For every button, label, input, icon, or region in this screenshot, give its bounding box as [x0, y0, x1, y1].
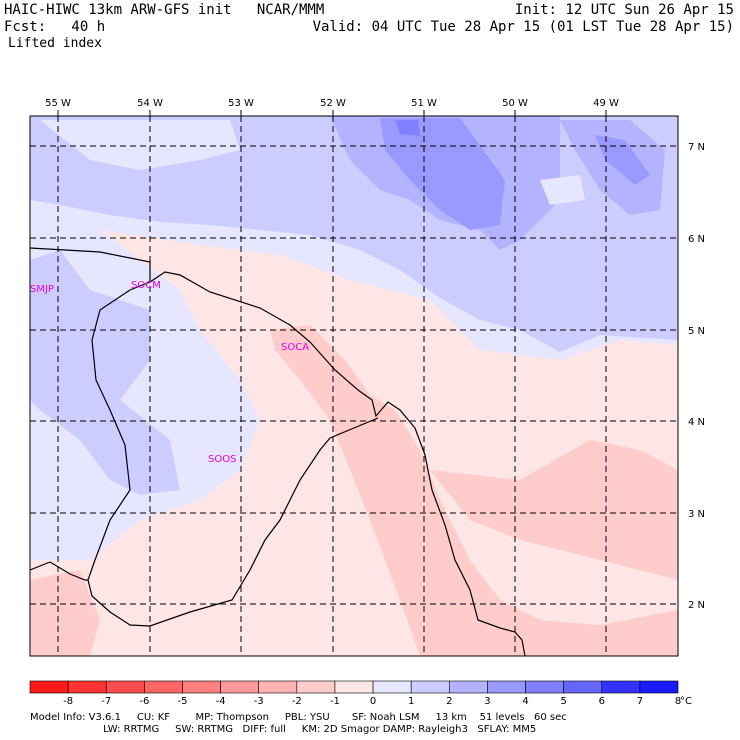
colorbar-tick-label: 0: [370, 696, 376, 707]
station-label-soos: SOOS: [208, 454, 236, 465]
colorbar-swatch: [258, 680, 298, 694]
field-region-level-minus-2: [430, 440, 678, 580]
colorbar: -8 -7 -6 -5 -4 -3 -2 -1 0 1 2 3 4 5 6 7 8°C: [29, 680, 692, 707]
colorbar-tick-label: -8: [63, 696, 73, 707]
model-info-line-2: LW: RRTMG SW: RRTMG DIFF: full KM: 2D Sm…: [30, 724, 537, 735]
colorbar-swatch: [563, 680, 603, 694]
colorbar-swatch: [448, 680, 488, 694]
lon-label: 49 W: [593, 98, 619, 109]
station-label-soca: SOCA: [281, 342, 309, 353]
colorbar-tick-label: -3: [254, 696, 264, 707]
colorbar-tick-label: 2: [446, 696, 452, 707]
lat-label: 5 N: [688, 326, 705, 337]
colorbar-tick-label: 1: [408, 696, 414, 707]
colorbar-tick-label: -1: [330, 696, 340, 707]
lon-label: 52 W: [320, 98, 346, 109]
coastline: [29, 247, 526, 657]
colorbar-swatch: [105, 680, 145, 694]
field-region-level-3: [560, 120, 665, 215]
colorbar-swatch: [372, 680, 412, 694]
lifted-index-field: [30, 116, 678, 656]
lat-label: 3 N: [688, 509, 705, 520]
colorbar-tick-label: 5: [560, 696, 566, 707]
colorbar-swatch: [67, 680, 107, 694]
lon-label: 54 W: [137, 98, 163, 109]
colorbar-swatch: [639, 680, 679, 694]
map-frame: [29, 115, 679, 657]
lat-label: 7 N: [688, 142, 705, 153]
station-label-socm: SOCM: [131, 280, 161, 291]
valid-time: Valid: 04 UTC Tue 28 Apr 15 (01 LST Tue …: [312, 19, 734, 35]
colorbar-tick-label: -7: [101, 696, 111, 707]
lon-label: 53 W: [228, 98, 254, 109]
colorbar-swatch: [410, 680, 450, 694]
station-label-smjp: SMJP: [30, 284, 54, 295]
colorbar-swatch: [182, 680, 221, 694]
colorbar-tick-label: 6: [599, 696, 605, 707]
lat-label: 4 N: [688, 417, 705, 428]
lat-label: 6 N: [688, 234, 705, 245]
field-region-level-2: [30, 250, 180, 495]
station-labels: SMJP SOCM SOCA SOOS: [30, 280, 309, 465]
lat-label: 2 N: [688, 600, 705, 611]
colorbar-tick-label: -6: [139, 696, 149, 707]
graticule: [30, 116, 678, 656]
model-info-line-1: Model Info: V3.6.1 CU: KF MP: Thompson P…: [30, 712, 567, 723]
field-region-level-4: [595, 135, 650, 185]
colorbar-tick-label: 4: [522, 696, 528, 707]
lon-labels: 55 W 54 W 53 W 52 W 51 W 50 W 49 W: [45, 98, 619, 109]
lat-labels: 7 N 6 N 5 N 4 N 3 N 2 N: [688, 142, 705, 611]
lon-ticks: [57, 110, 607, 116]
colorbar-swatch: [296, 680, 336, 694]
lon-label: 51 W: [411, 98, 437, 109]
colorbar-swatch: [487, 680, 526, 694]
colorbar-swatch: [601, 680, 641, 694]
colorbar-tick-label: -5: [177, 696, 187, 707]
field-region-level-minus-2: [30, 570, 100, 656]
colorbar-tick-label: -2: [292, 696, 302, 707]
field-region-level-1: [540, 175, 585, 205]
colorbar-tick-label: -4: [216, 696, 226, 707]
field-region-level-minus-2: [270, 325, 678, 656]
init-time: Init: 12 UTC Sun 26 Apr 15: [514, 2, 734, 18]
colorbar-swatch: [220, 680, 260, 694]
field-region-level-5: [395, 120, 420, 136]
colorbar-swatch: [29, 680, 69, 694]
model-title: HAIC-HIWC 13km ARW-GFS init NCAR/MMM: [4, 2, 325, 18]
colorbar-swatch: [144, 680, 183, 694]
colorbar-tick-label: 7: [637, 696, 643, 707]
lon-label: 50 W: [502, 98, 528, 109]
colorbar-unit: °C: [680, 696, 692, 707]
colorbar-tick-label: 3: [484, 696, 490, 707]
forecast-hour: Fcst: 40 h: [4, 19, 106, 35]
colorbar-swatch: [334, 680, 374, 694]
lon-label: 55 W: [45, 98, 71, 109]
colorbar-tick-label: 8: [675, 696, 681, 707]
field-name: Lifted index: [8, 36, 102, 51]
field-region-level-1: [40, 120, 240, 170]
country-border-south: [29, 561, 88, 581]
colorbar-swatch: [525, 680, 564, 694]
